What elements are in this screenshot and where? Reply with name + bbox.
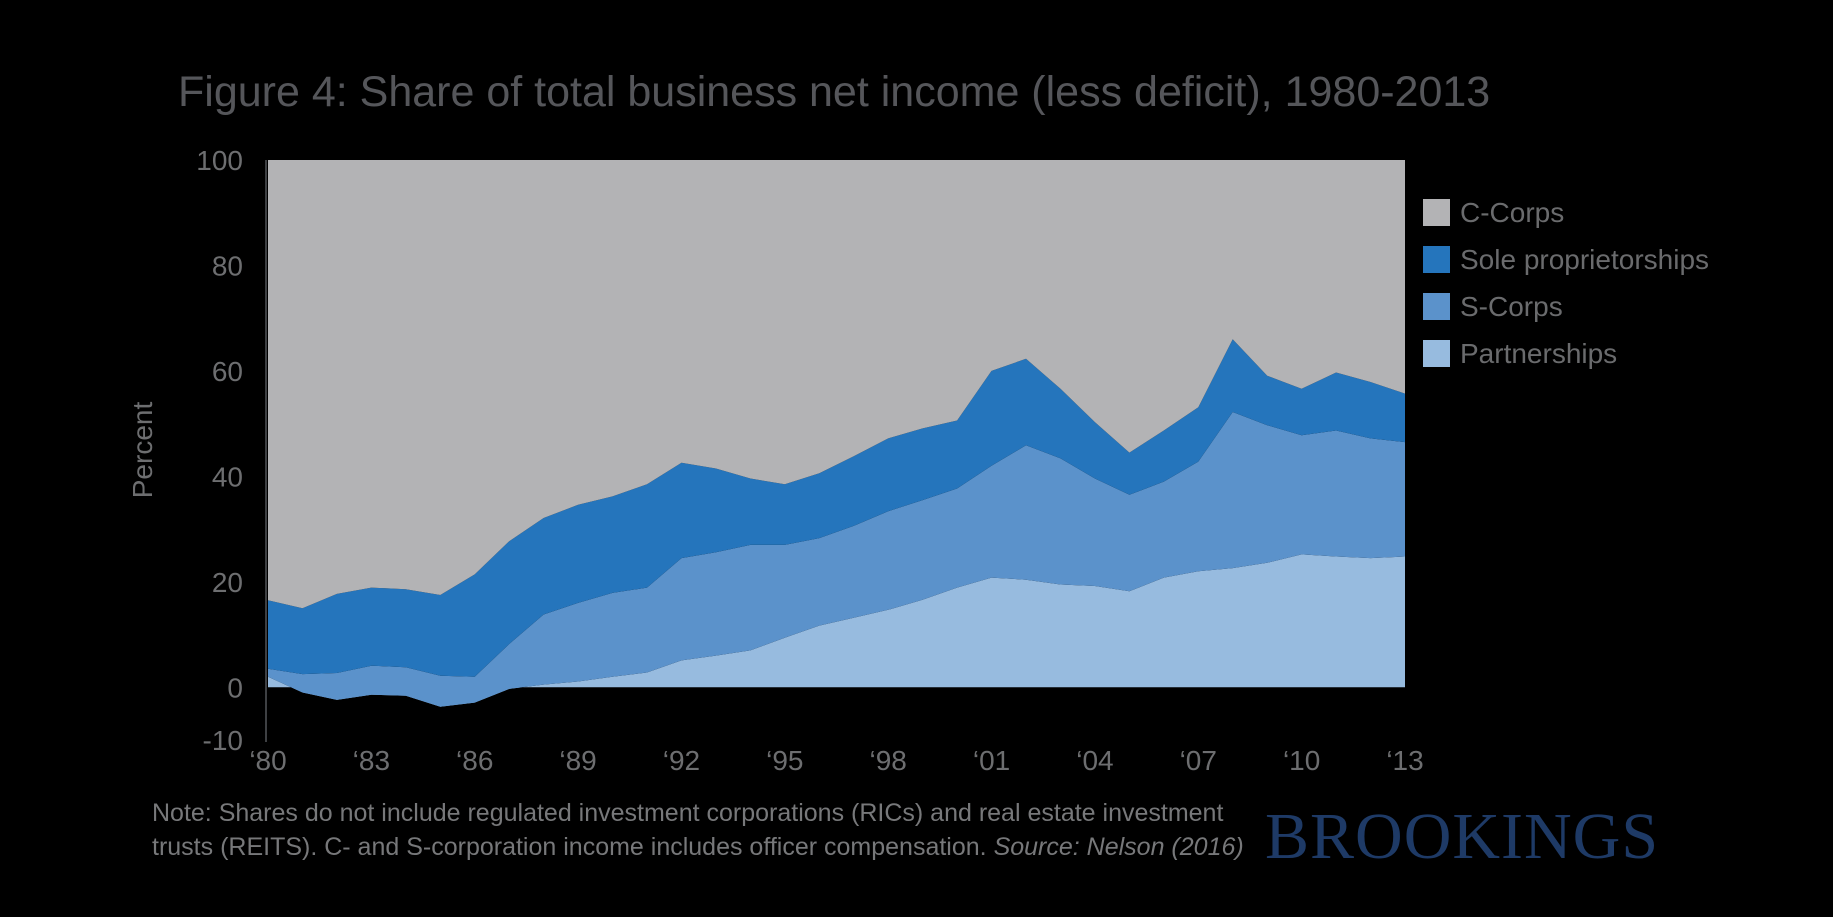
x-tick-label-2004: ‘04 <box>1076 745 1113 776</box>
footnote-line1: Note: Shares do not include regulated in… <box>152 799 1224 827</box>
footnote-line2: trusts (REITS). C- and S-corporation inc… <box>152 833 1244 861</box>
x-tick-label-1998: ‘98 <box>869 745 906 776</box>
y-tick-label-60: 60 <box>212 356 243 387</box>
legend-label-c-corps: C-Corps <box>1460 197 1564 228</box>
y-tick-label-0: 0 <box>227 672 243 703</box>
y-tick-label-20: 20 <box>212 567 243 598</box>
x-tick-label-2007: ‘07 <box>1180 745 1217 776</box>
area-sole-proprietorships <box>268 339 1405 677</box>
legend-swatch-partnerships <box>1423 340 1450 367</box>
x-tick-label-1992: ‘92 <box>663 745 700 776</box>
brookings-logo: BROOKINGS <box>1265 800 1660 873</box>
chart-title: Figure 4: Share of total business net in… <box>178 68 1491 116</box>
x-tick-label-1986: ‘86 <box>456 745 493 776</box>
y-tick-label-100: 100 <box>196 145 243 176</box>
legend-swatch-s-corps <box>1423 293 1450 320</box>
x-tick-label-2013: ‘13 <box>1386 745 1423 776</box>
source-citation: Source: Nelson (2016) <box>993 833 1244 861</box>
y-axis-label: Percent <box>127 402 158 499</box>
x-tick-label-1980: ‘80 <box>249 745 286 776</box>
legend-label-sole-proprietorships: Sole proprietorships <box>1460 244 1709 275</box>
legend-swatch-c-corps <box>1423 199 1450 226</box>
legend-label-s-corps: S-Corps <box>1460 291 1563 322</box>
area-s-corps <box>268 412 1405 707</box>
y-tick-label--10: -10 <box>203 725 243 756</box>
legend-swatch-sole-proprietorships <box>1423 246 1450 273</box>
area-partnerships <box>268 554 1405 707</box>
y-tick-label-80: 80 <box>212 250 243 281</box>
x-tick-label-1995: ‘95 <box>766 745 803 776</box>
y-tick-label-40: 40 <box>212 461 243 492</box>
x-tick-label-2010: ‘10 <box>1283 745 1320 776</box>
legend-label-partnerships: Partnerships <box>1460 338 1617 369</box>
footnote: Note: Shares do not include regulated in… <box>152 796 1244 864</box>
x-tick-label-2001: ‘01 <box>973 745 1010 776</box>
x-tick-label-1983: ‘83 <box>353 745 390 776</box>
x-tick-label-1989: ‘89 <box>559 745 596 776</box>
area-c-corps <box>268 160 1405 609</box>
